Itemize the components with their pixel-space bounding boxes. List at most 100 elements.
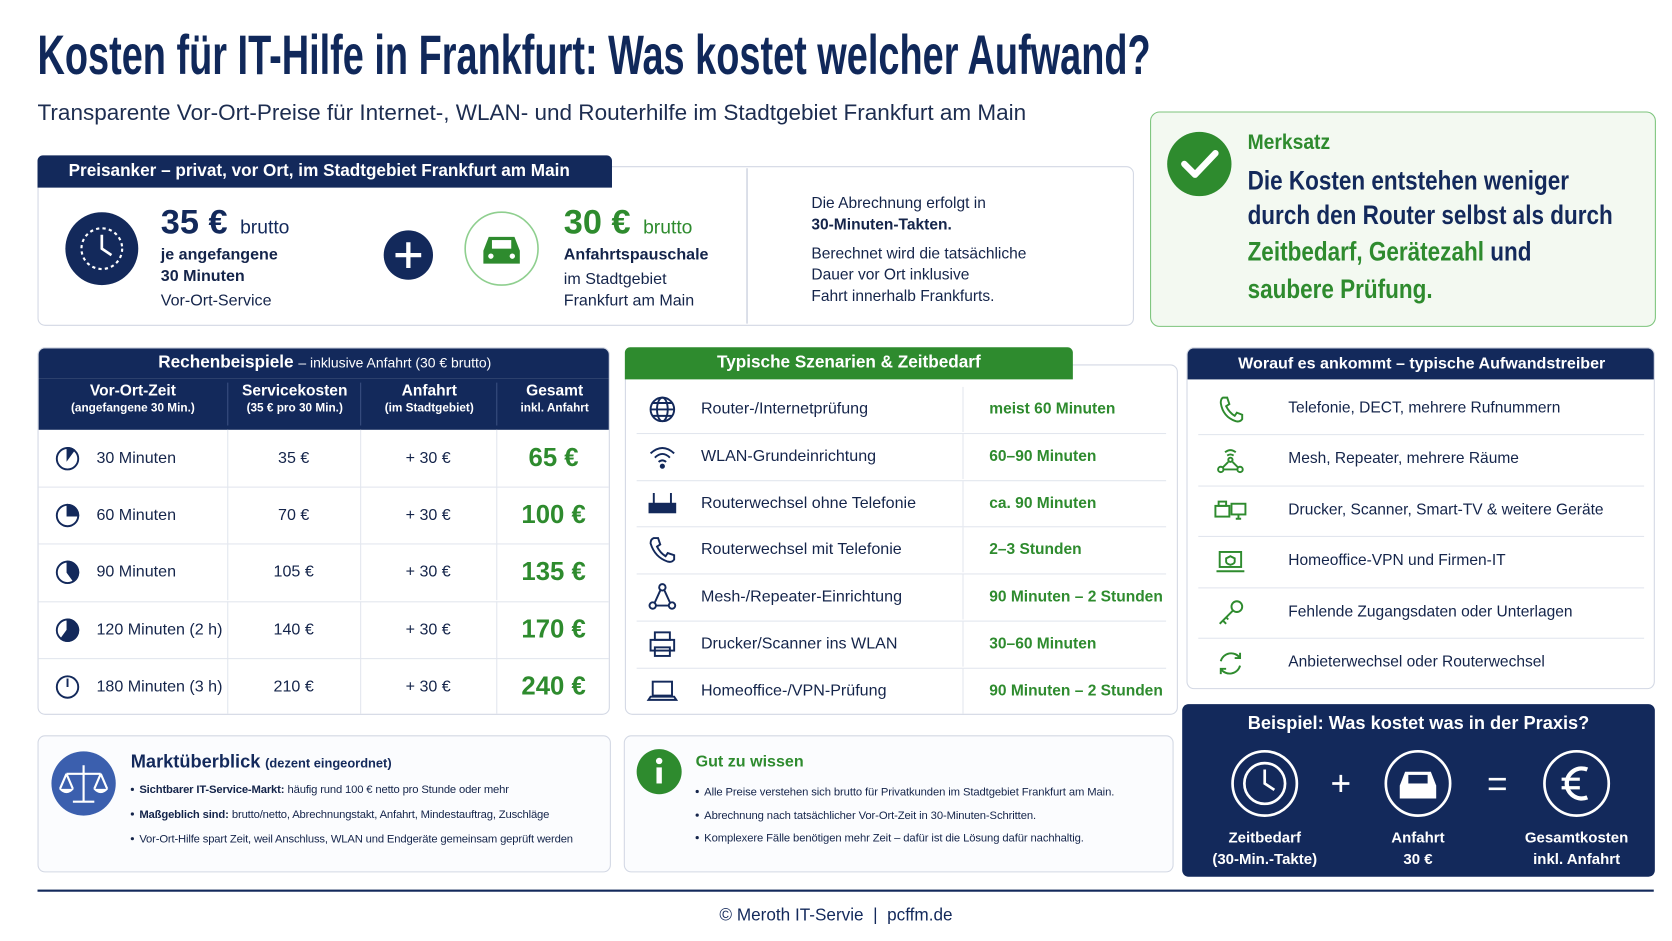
bullet-text: brutto/netto, Abrechnungstakt, Anfahrt, … xyxy=(231,808,550,821)
icon xyxy=(1219,652,1242,675)
title: Kosten für IT-Hilfe in Frankfurt: Was ko… xyxy=(37,24,1151,87)
merksatz-label: Merksatz xyxy=(1247,130,1331,155)
service-line: 30 Minuten xyxy=(160,266,245,286)
column-label: Anfahrt xyxy=(401,382,457,400)
icon-shape xyxy=(1214,500,1247,520)
price-anchor-box xyxy=(37,166,1134,326)
good-to-know-box xyxy=(623,735,1174,873)
cell: + 30 € xyxy=(405,620,451,639)
scenario-label: Mesh-/Repeater-Einrichtung xyxy=(700,587,903,606)
service-line: je angefangene xyxy=(160,245,278,264)
scenario-icon xyxy=(646,487,678,525)
col-rule xyxy=(962,668,964,714)
row-rule xyxy=(38,657,609,659)
icon-shape xyxy=(1217,449,1244,474)
col-rule xyxy=(227,486,229,544)
icon-shape xyxy=(1219,396,1244,423)
example-icons xyxy=(1231,749,1611,817)
example-item: Anfahrt 30 € xyxy=(1354,826,1483,869)
car-icon-light xyxy=(509,253,515,259)
icon-shape xyxy=(55,447,80,471)
icon xyxy=(649,631,676,657)
cell: 240 € xyxy=(521,671,586,701)
cell: 105 € xyxy=(273,563,314,582)
driver-label: Fehlende Zugangsdaten oder Unterlagen xyxy=(1288,602,1573,621)
bullet-text: Komplexere Fälle benötigen mehr Zeit – d… xyxy=(704,831,1084,845)
scenario-time: 60–90 Minuten xyxy=(989,447,1097,465)
col-rule xyxy=(496,600,498,658)
icon xyxy=(649,396,676,423)
icon-shape xyxy=(649,446,675,469)
calc-table: Rechenbeispiele – inklusive Anfahrt (30 … xyxy=(37,347,610,715)
market-bullet: Sichtbarer IT-Service-Markt: häufig rund … xyxy=(130,783,509,797)
travel-line: im Stadtgebiet xyxy=(563,270,667,289)
cell: 60 Minuten xyxy=(96,506,177,525)
market-bullet: Vor-Ort-Hilfe spart Zeit, weil Anschluss… xyxy=(130,833,573,846)
scale-icon-lines xyxy=(59,765,109,803)
driver-label: Telefonie, DECT, mehrere Rufnummern xyxy=(1288,399,1561,417)
billing-line: 30-Minuten-Takten. xyxy=(811,216,952,234)
billing-detail: Dauer vor Ort inklusive xyxy=(811,266,970,285)
billing-detail: Fahrt innerhalb Frankfurts. xyxy=(811,288,995,306)
bullet-lead: Maßgeblich sind: xyxy=(139,808,229,821)
bullet-dot xyxy=(130,837,134,841)
icon xyxy=(55,504,80,528)
service-line: Vor-Ort-Service xyxy=(160,291,272,310)
driver-icon xyxy=(1214,546,1246,584)
bullet-text: Abrechnung nach tatsächlicher Vor-Ort-Ze… xyxy=(704,808,1037,822)
row-rule xyxy=(38,486,609,488)
scenario-label: Router-/Internetprüfung xyxy=(700,399,869,418)
row-rule xyxy=(636,667,1167,669)
col-rule xyxy=(496,543,498,601)
row-rule xyxy=(1198,586,1645,588)
cell: 70 € xyxy=(278,506,310,525)
merksatz-highlight: Zeitbedarf, Gerätezahl xyxy=(1247,236,1484,267)
market-title: Marktüberblick xyxy=(130,751,261,772)
row-rule xyxy=(1198,536,1645,538)
scenario-label: Routerwechsel ohne Telefonie xyxy=(700,493,917,512)
col-rule xyxy=(962,480,964,526)
scenario-time: ca. 90 Minuten xyxy=(989,494,1097,512)
good-to-know-bullet: Abrechnung nach tatsächlicher Vor-Ort-Ze… xyxy=(695,808,1037,822)
drivers-title: Worauf es ankommt – typische Aufwandstre… xyxy=(1187,348,1654,380)
example-label: Anfahrt xyxy=(1391,828,1445,846)
cell: 210 € xyxy=(273,677,314,696)
euro-bars xyxy=(1561,777,1580,790)
cell: 135 € xyxy=(521,557,586,587)
market-heading: Marktüberblick (dezent eingeordnet) xyxy=(131,751,392,772)
calc-header-bar xyxy=(38,378,609,430)
icon xyxy=(646,680,679,701)
icon-shape xyxy=(648,492,677,513)
column-label: Gesamt xyxy=(526,382,584,400)
icon-shape xyxy=(55,561,80,585)
col-rule xyxy=(962,621,964,667)
bullet-text: häufig rund 100 € netto pro Stunde oder … xyxy=(287,783,509,797)
car-icon-window xyxy=(491,240,512,249)
clock-hands xyxy=(1263,769,1276,792)
row-rule xyxy=(38,600,609,602)
cell: 30 Minuten xyxy=(96,449,177,468)
icon-shape xyxy=(649,537,676,564)
row-rule xyxy=(636,479,1167,481)
footer-separator: | xyxy=(873,906,878,925)
column-sub: (35 € pro 30 Min.) xyxy=(246,401,343,415)
merksatz-line: Die Kosten entstehen weniger xyxy=(1247,166,1569,197)
scenario-icon xyxy=(646,534,678,572)
merksatz-connector: und xyxy=(1490,236,1532,267)
icon-shape xyxy=(1216,551,1245,573)
scenarios-box xyxy=(624,364,1178,715)
bullet-dot xyxy=(130,812,134,816)
plus-icon xyxy=(395,242,422,268)
col-rule xyxy=(962,574,964,620)
col-rule xyxy=(962,527,964,573)
example-label: Gesamtkosten xyxy=(1524,828,1629,846)
scenario-icon xyxy=(646,628,678,666)
icon-shape xyxy=(55,504,80,528)
col-rule xyxy=(227,600,229,658)
clock-icon-face xyxy=(80,227,124,271)
icon xyxy=(1216,551,1245,573)
driver-label: Anbieterwechsel oder Routerwechsel xyxy=(1288,653,1545,671)
example-sub: inkl. Anfahrt xyxy=(1533,849,1621,868)
column-sub: inkl. Anfahrt xyxy=(520,401,589,415)
icon xyxy=(55,447,80,471)
